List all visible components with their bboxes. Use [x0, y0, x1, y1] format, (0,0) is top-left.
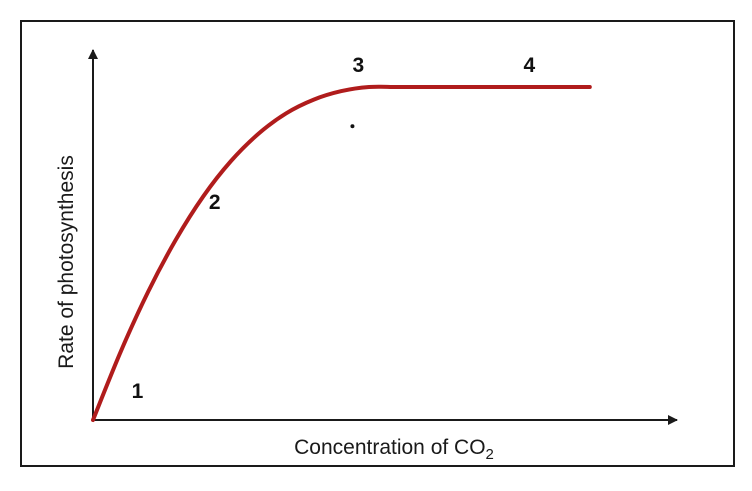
x-axis-label-text: Concentration of CO	[294, 436, 485, 459]
point-label-4: 4	[524, 54, 536, 77]
y-axis-label: Rate of photosynthesis	[55, 155, 78, 369]
series-line-rate	[91, 84, 592, 422]
point-label-3: 3	[352, 54, 364, 77]
dot-marker	[350, 124, 355, 129]
chart: 123 4 Concentration of CO2 Rate of photos…	[55, 49, 678, 463]
x-axis-label-subscript: 2	[486, 446, 494, 463]
x-axis-label: Concentration of CO2	[294, 436, 494, 463]
point-labels: 1 2 3 4	[132, 54, 536, 403]
point-label-1: 1	[132, 380, 144, 403]
chart-markers	[350, 124, 355, 129]
point-label-2: 2	[209, 191, 221, 214]
